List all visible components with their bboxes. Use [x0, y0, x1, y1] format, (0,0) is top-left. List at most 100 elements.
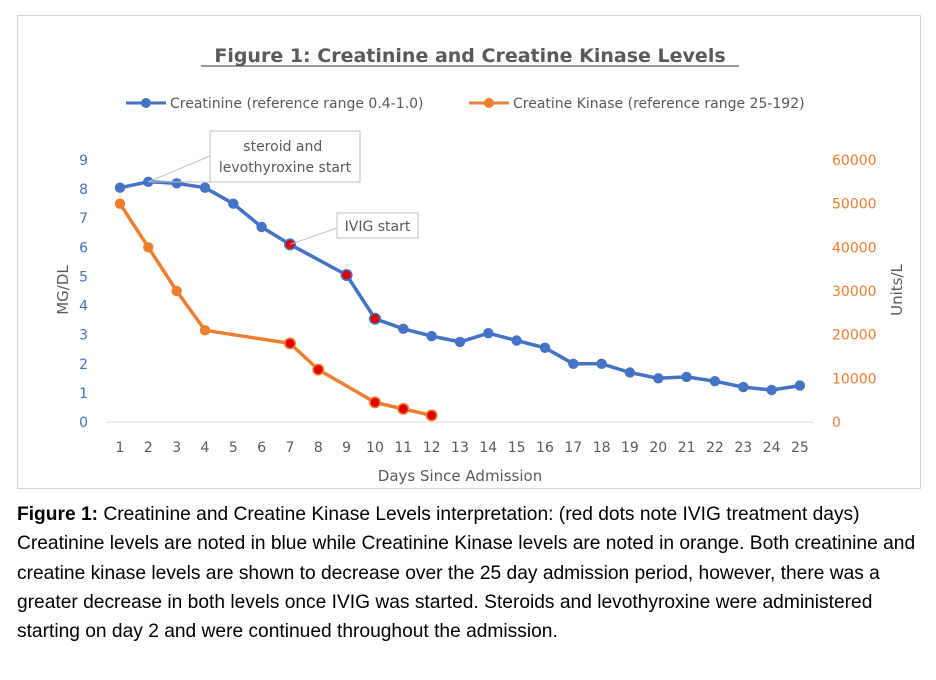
figure-caption: Figure 1: Creatinine and Creatine Kinase…	[17, 500, 922, 646]
caption-text: Creatinine and Creatine Kinase Levels in…	[17, 504, 916, 643]
annotation-steroid: steroid and levothyroxine start	[148, 130, 361, 183]
y-axis-right-title: Units/L	[888, 263, 906, 315]
x-tick-label: 5	[229, 440, 238, 456]
y-left-tick-label: 2	[79, 357, 88, 373]
x-tick-label: 21	[678, 440, 696, 456]
data-point-creatinine	[511, 335, 522, 346]
data-point-creatinine	[228, 198, 239, 209]
data-point-creatinine	[454, 336, 466, 348]
data-point-creatine-kinase	[397, 402, 410, 415]
data-point-creatinine	[398, 323, 409, 334]
data-point-creatine-kinase	[425, 409, 438, 422]
x-tick-label: 2	[144, 440, 153, 456]
y-left-tick-label: 8	[79, 182, 88, 198]
x-tick-label: 16	[536, 440, 554, 456]
data-point-creatinine	[426, 330, 437, 342]
y-left-tick-label: 3	[79, 328, 88, 344]
svg-text:steroid and levothyrox: steroid and levothyroxine start	[219, 139, 352, 176]
data-point-creatine-kinase	[171, 285, 182, 297]
legend-label-creatine-kinase: Creatine Kinase (reference range 25-192)	[513, 96, 805, 112]
legend-item-creatine-kinase: Creatine Kinase (reference range 25-192)	[469, 96, 805, 112]
data-point-creatinine	[114, 182, 126, 193]
data-point-creatine-kinase	[312, 363, 325, 376]
data-point-creatinine	[653, 373, 664, 384]
chart-title: Figure 1: Creatinine and Creatine Kinase…	[214, 45, 725, 67]
line-chart: Figure 1: Creatinine and Creatine Kinase…	[54, 45, 906, 485]
data-point-creatine-kinase	[114, 198, 126, 209]
data-point-creatinine	[171, 178, 182, 189]
y-axis-right: 0 10000 20000 30000 40000 50000 60000	[832, 153, 877, 431]
data-point-creatinine	[596, 358, 607, 369]
x-tick-label: 3	[172, 440, 181, 456]
x-tick-label: 20	[649, 440, 667, 456]
legend-label-creatinine: Creatinine (reference range 0.4-1.0)	[170, 96, 423, 112]
x-tick-label: 1	[116, 440, 125, 456]
data-point-creatine-kinase	[199, 325, 211, 336]
data-point-creatine-kinase	[283, 337, 296, 350]
y-right-tick-label: 30000	[832, 284, 877, 300]
y-right-tick-label: 40000	[832, 240, 877, 256]
x-tick-label: 10	[366, 440, 384, 456]
data-point-creatinine	[681, 371, 692, 383]
annotation-ivig: IVIG start	[289, 212, 419, 245]
y-left-tick-label: 4	[79, 299, 88, 315]
legend-item-creatinine: Creatinine (reference range 0.4-1.0)	[126, 96, 423, 112]
x-tick-label: 25	[791, 440, 809, 456]
x-tick-label: 23	[734, 440, 752, 456]
x-tick-label: 14	[479, 440, 497, 456]
series-creatine-kinase	[114, 198, 438, 422]
data-point-creatinine	[340, 268, 353, 281]
y-axis-left-title: MG/DL	[54, 265, 72, 315]
x-tick-label: 7	[286, 440, 295, 456]
x-tick-label: 11	[394, 440, 412, 456]
y-right-tick-label: 10000	[832, 371, 877, 387]
data-point-creatinine	[738, 381, 749, 393]
x-tick-label: 9	[342, 440, 351, 456]
x-tick-label: 8	[314, 440, 323, 456]
y-right-tick-label: 50000	[832, 197, 877, 213]
x-tick-label: 22	[706, 440, 724, 456]
y-left-tick-label: 5	[79, 269, 88, 285]
x-tick-label: 6	[257, 440, 266, 456]
legend: Creatinine (reference range 0.4-1.0) Cre…	[126, 96, 805, 112]
series-creatinine	[114, 176, 806, 396]
annotation-ivig-text: IVIG start	[345, 219, 411, 235]
x-tick-label: 17	[564, 440, 582, 456]
y-right-tick-label: 60000	[832, 153, 877, 169]
y-axis-left: 0 1 2 3 4 5 6 7 8 9	[79, 153, 88, 431]
x-axis-title: Days Since Admission	[378, 467, 542, 485]
x-tick-label: 24	[763, 440, 781, 456]
data-point-creatinine	[539, 342, 551, 353]
y-right-tick-label: 20000	[832, 328, 877, 344]
data-point-creatine-kinase	[368, 396, 381, 409]
x-tick-label: 15	[508, 440, 526, 456]
data-point-creatinine	[794, 380, 806, 391]
data-point-creatinine	[483, 328, 494, 339]
data-point-creatinine	[568, 358, 579, 369]
caption-label: Figure 1:	[17, 504, 99, 525]
data-point-creatinine	[766, 384, 777, 396]
data-point-creatinine	[709, 376, 721, 387]
x-tick-label: 18	[593, 440, 611, 456]
y-left-tick-label: 0	[79, 415, 88, 431]
series-line-creatinine	[119, 180, 801, 392]
data-point-creatinine	[368, 312, 381, 325]
x-tick-label: 13	[451, 440, 469, 456]
annotations: steroid and levothyroxine start IVIG sta…	[148, 130, 419, 245]
x-tick-label: 12	[423, 440, 441, 456]
y-left-tick-label: 6	[79, 240, 88, 256]
y-left-tick-label: 7	[79, 211, 88, 227]
chart-frame	[17, 15, 921, 489]
x-axis: 1 2 3 4 5 6 7 8 9 10 11 12 13 14 15 16 17 18 19 20 21 22 23 24 2…	[116, 440, 809, 456]
annotation-steroid-text-line2: levothyroxine start	[219, 160, 352, 176]
y-left-tick-label: 1	[79, 386, 88, 402]
y-left-tick-label: 9	[79, 153, 88, 169]
data-point-creatinine	[199, 182, 211, 193]
x-tick-label: 4	[201, 440, 210, 456]
data-point-creatinine	[256, 221, 267, 233]
y-right-tick-label: 0	[832, 415, 841, 431]
annotation-steroid-text-line1: steroid and	[243, 139, 322, 155]
data-point-creatine-kinase	[143, 242, 154, 253]
data-point-creatinine	[624, 367, 636, 378]
x-tick-label: 19	[621, 440, 639, 456]
